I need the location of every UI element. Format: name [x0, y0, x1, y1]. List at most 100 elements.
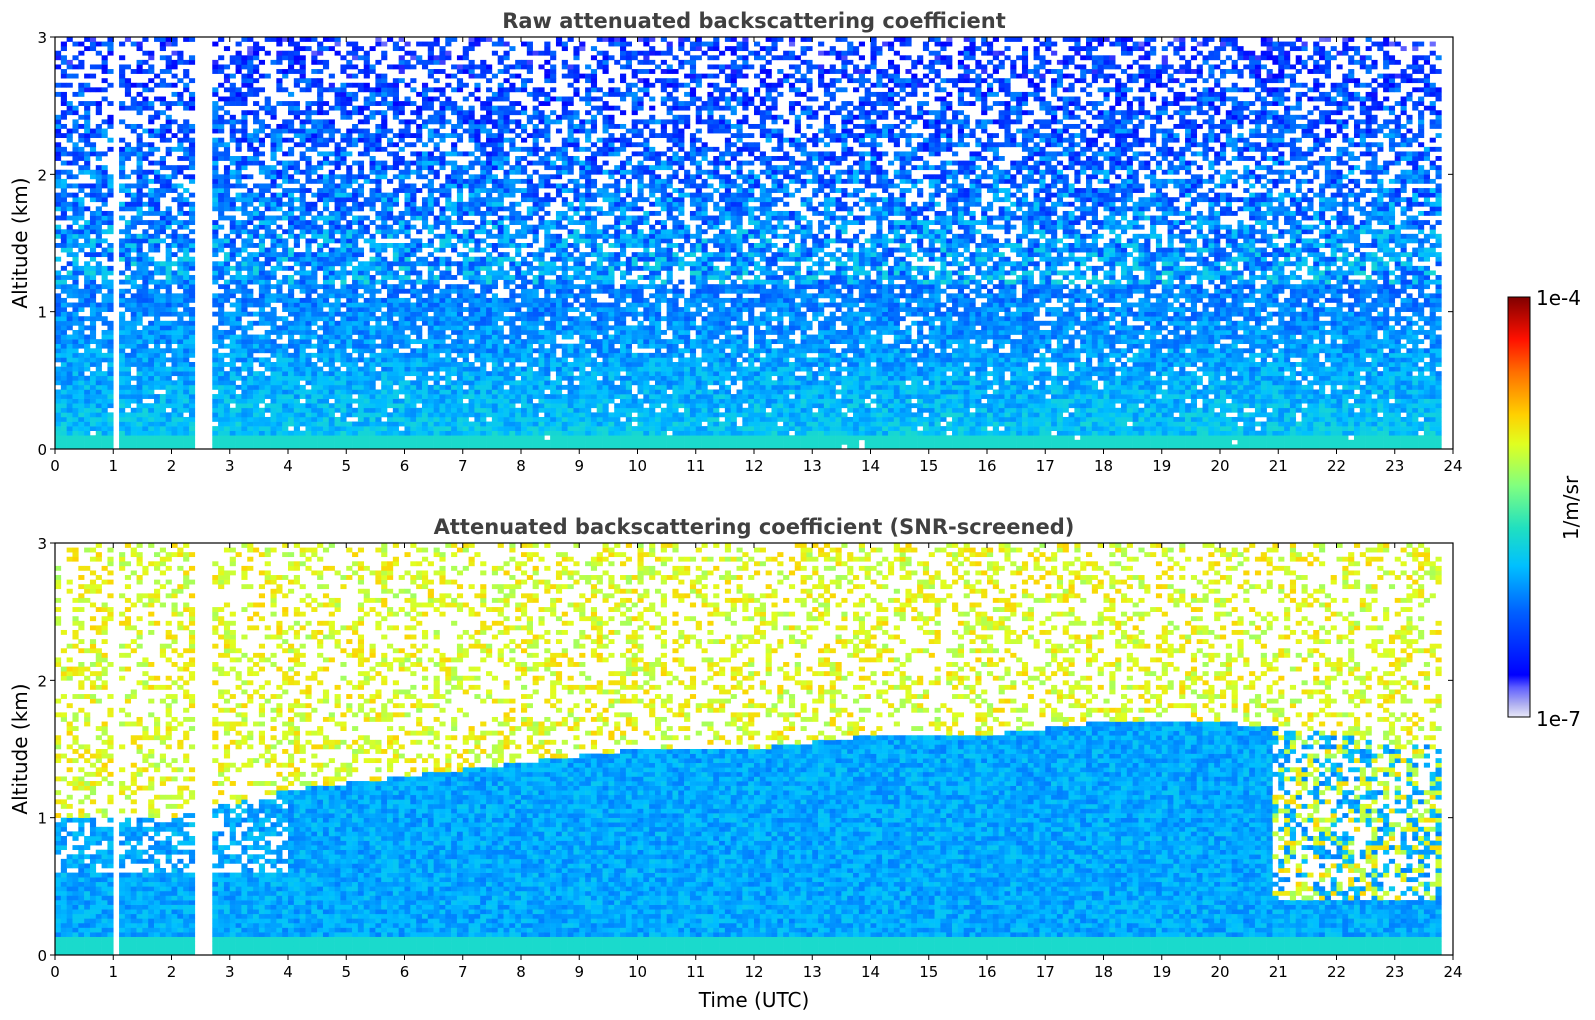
- heatmap-cell: [270, 407, 277, 413]
- heatmap-cell: [363, 101, 370, 106]
- heatmap-cell: [264, 288, 271, 294]
- heatmap-cell: [78, 398, 85, 404]
- heatmap-cell: [334, 407, 341, 413]
- heatmap-cell: [119, 339, 126, 345]
- heatmap-cell: [503, 407, 510, 413]
- heatmap-cell: [503, 334, 510, 340]
- heatmap-cell: [433, 297, 440, 303]
- heatmap-cell: [101, 334, 108, 340]
- heatmap-cell: [148, 412, 155, 418]
- heatmap-cell: [340, 275, 347, 280]
- heatmap-cell: [375, 123, 382, 129]
- heatmap-cell: [218, 316, 225, 322]
- heatmap-cell: [363, 197, 370, 203]
- heatmap-cell: [439, 357, 446, 363]
- heatmap-cell: [392, 311, 399, 317]
- heatmap-cell: [480, 151, 487, 157]
- heatmap-cell: [270, 284, 277, 290]
- heatmap-cell: [72, 426, 79, 431]
- heatmap-cell: [445, 206, 452, 212]
- heatmap-cell: [357, 220, 365, 225]
- heatmap-cell: [416, 421, 423, 427]
- heatmap-cell: [247, 87, 254, 93]
- heatmap-cell: [293, 142, 300, 148]
- heatmap-cell: [322, 426, 330, 431]
- heatmap-cell: [474, 41, 481, 47]
- heatmap-cell: [235, 64, 242, 70]
- heatmap-cell: [346, 371, 353, 377]
- heatmap-cell: [387, 325, 394, 331]
- heatmap-cell: [288, 91, 295, 97]
- heatmap-cell: [486, 233, 493, 239]
- heatmap-cell: [322, 302, 330, 308]
- heatmap-cell: [107, 270, 114, 276]
- heatmap-cell: [212, 87, 219, 93]
- heatmap-cell: [491, 243, 499, 248]
- heatmap-cell: [317, 348, 324, 354]
- heatmap-cell: [264, 105, 271, 111]
- heatmap-cell: [468, 380, 475, 386]
- heatmap-cell: [509, 110, 516, 116]
- heatmap-cell: [171, 444, 178, 449]
- heatmap-cell: [439, 430, 446, 436]
- heatmap-cell: [241, 101, 248, 106]
- heatmap-cell: [497, 389, 504, 395]
- heatmap-cell: [154, 178, 161, 184]
- heatmap-cell: [165, 220, 172, 225]
- heatmap-cell: [445, 256, 452, 262]
- heatmap-cell: [491, 270, 499, 276]
- heatmap-cell: [66, 430, 73, 436]
- heatmap-cell: [154, 174, 161, 180]
- heatmap-cell: [340, 407, 347, 413]
- heatmap-cell: [445, 174, 452, 180]
- heatmap-cell: [334, 302, 341, 308]
- heatmap-cell: [270, 156, 277, 161]
- heatmap-cell: [84, 435, 91, 441]
- heatmap-cell: [346, 375, 353, 381]
- heatmap-cell: [66, 105, 73, 111]
- heatmap-cell: [124, 380, 132, 386]
- heatmap-cell: [60, 329, 67, 335]
- heatmap-cell: [282, 160, 289, 166]
- heatmap-cell: [416, 380, 423, 386]
- heatmap-cell: [154, 403, 161, 409]
- heatmap-cell: [130, 275, 137, 280]
- heatmap-cell: [346, 64, 353, 70]
- heatmap-cell: [445, 325, 452, 331]
- heatmap-cell: [357, 398, 365, 404]
- heatmap-cell: [218, 261, 225, 267]
- heatmap-cell: [258, 243, 266, 248]
- heatmap-cell: [276, 343, 283, 349]
- heatmap-cell: [462, 366, 469, 372]
- heatmap-cell: [352, 398, 359, 404]
- heatmap-cell: [136, 339, 143, 345]
- heatmap-cell: [223, 403, 231, 409]
- heatmap-cell: [334, 334, 341, 340]
- heatmap-cell: [427, 407, 434, 413]
- heatmap-cell: [363, 325, 370, 331]
- heatmap-cell: [451, 64, 458, 70]
- heatmap-cell: [497, 82, 504, 88]
- heatmap-cell: [183, 302, 190, 308]
- heatmap-cell: [322, 362, 330, 367]
- heatmap-cell: [264, 73, 271, 79]
- heatmap-cell: [515, 421, 522, 427]
- heatmap-cell: [491, 325, 499, 331]
- heatmap-cell: [439, 123, 446, 129]
- heatmap-cell: [433, 133, 440, 139]
- heatmap-cell: [270, 371, 277, 377]
- heatmap-cell: [456, 119, 464, 125]
- heatmap-cell: [241, 394, 248, 399]
- heatmap-cell: [433, 311, 440, 317]
- heatmap-cell: [468, 403, 475, 409]
- heatmap-cell: [480, 293, 487, 299]
- heatmap-cell: [148, 293, 155, 299]
- heatmap-cell: [223, 192, 231, 198]
- heatmap-cell: [387, 311, 394, 317]
- heatmap-cell: [334, 128, 341, 134]
- heatmap-cell: [142, 210, 149, 216]
- heatmap-cell: [218, 119, 225, 125]
- heatmap-cell: [369, 110, 376, 116]
- heatmap-cell: [136, 137, 143, 143]
- heatmap-cell: [445, 357, 452, 363]
